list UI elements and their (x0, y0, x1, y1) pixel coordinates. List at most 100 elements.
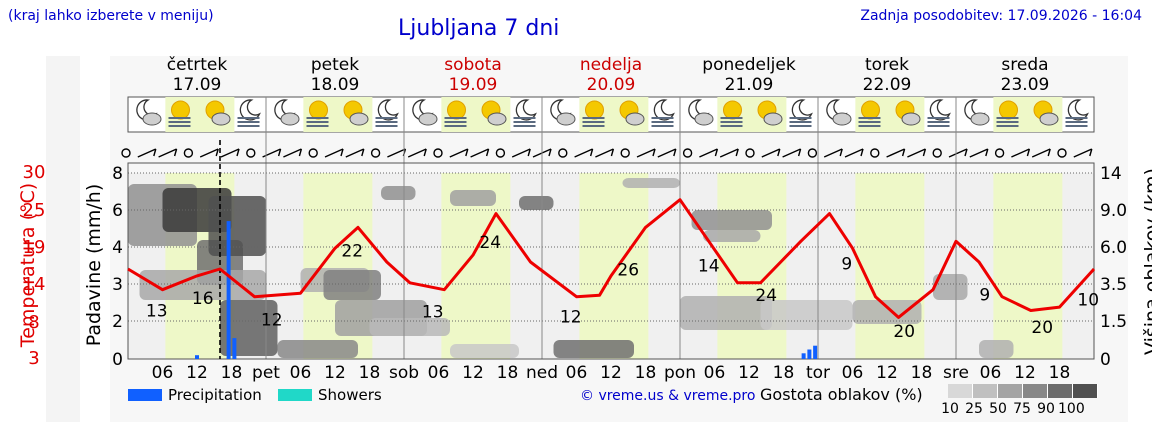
day-name: torek (865, 55, 909, 75)
wind-barb-icon (236, 148, 240, 157)
wind-barb-icon (907, 148, 926, 158)
temperature-label: 9 (841, 255, 852, 275)
density-swatch (1073, 384, 1098, 398)
daylight-band (993, 173, 1063, 359)
wind-barb-icon (215, 148, 219, 157)
density-label: 100 (1058, 401, 1085, 417)
cloud-patch (208, 196, 266, 256)
day-abbrev-tick: pet (252, 363, 280, 383)
wind-barb-icon (1073, 148, 1093, 158)
day-date: 20.09 (587, 75, 636, 95)
wind-barb-icon (657, 148, 677, 158)
cloud-icon (418, 112, 438, 126)
hour-tick: 12 (186, 363, 208, 383)
cloud-patch (979, 340, 1014, 358)
hour-tick: 18 (497, 363, 519, 383)
daylight-band (579, 173, 649, 359)
calm-icon (932, 148, 942, 158)
legend-precipitation: Precipitation (128, 386, 262, 404)
plot-frame (127, 162, 1095, 360)
density-label: 50 (989, 401, 1007, 417)
wind-barb-icon (1011, 148, 1030, 158)
weather-icon-strip (127, 96, 1095, 133)
cloud-tick: 14 (1100, 164, 1122, 184)
hour-tick: 18 (359, 363, 381, 383)
legend-precipitation-label: Precipitation (168, 386, 262, 404)
copyright-link[interactable]: © vreme.us & vreme.pro (580, 388, 756, 404)
hour-tick: 18 (911, 363, 933, 383)
temperature-label: 13 (146, 301, 168, 321)
wind-barb-icon (595, 148, 614, 158)
temperature-label: 24 (755, 286, 777, 306)
temperature-label: 14 (698, 256, 720, 276)
temperature-label: 16 (192, 289, 214, 309)
cloud-icon (556, 112, 576, 126)
day-date: 23.09 (1001, 75, 1050, 95)
precipitation-swatch (128, 389, 162, 401)
wind-barb-icon (589, 148, 594, 157)
hour-tick: 12 (462, 363, 484, 383)
wind-barb-icon (407, 148, 427, 158)
cloud-icon (694, 112, 714, 126)
hour-tick: 06 (566, 363, 588, 383)
calm-icon (994, 148, 1005, 158)
calm-icon (745, 148, 755, 158)
day-date: 19.09 (449, 75, 498, 95)
wind-barb-icon (948, 148, 968, 158)
wind-barb-icon (782, 148, 801, 158)
wind-barb-icon (860, 148, 864, 157)
wind-barb-icon (465, 148, 469, 157)
page-title: Ljubljana 7 dni (398, 16, 560, 41)
last-update: Zadnja posodobitev: 17.09.2026 - 16:04 (860, 8, 1142, 24)
wind-barb-icon (886, 148, 905, 158)
wind-barb-icon (777, 148, 781, 157)
temperature-label: 26 (617, 261, 639, 281)
wind-barb-icon (137, 148, 157, 158)
calm-icon (183, 148, 194, 158)
wind-barb-icon (761, 148, 781, 158)
cloud-icon (349, 112, 369, 126)
cloud-patch (933, 274, 968, 300)
temp-tick: 25 (22, 200, 46, 221)
wind-barb-icon (636, 148, 656, 158)
wind-barb-icon (1031, 148, 1051, 158)
density-swatch (1023, 384, 1048, 398)
precip-tick: 3 (112, 275, 123, 295)
sun-icon (861, 100, 880, 120)
day-abbrev-tick: tor (806, 363, 830, 383)
wind-barb-icon (922, 148, 927, 157)
temperature-label: 20 (893, 322, 915, 342)
sun-icon (447, 100, 466, 120)
plot-area: 0 2 3 4 6 8 0 1.5 3.5 6.0 9.0 14 06 12 18 06 12 18 pet 06 12… (112, 97, 1127, 383)
temperature-line (127, 198, 1096, 319)
precip-tick: 4 (112, 238, 123, 258)
hour-tick: 06 (428, 363, 450, 383)
wind-barb-icon (652, 148, 656, 157)
calm-icon (495, 148, 506, 158)
wind-barb-icon (574, 148, 593, 158)
hour-tick: 18 (221, 363, 243, 383)
wind-barb-icon (485, 148, 490, 157)
precipitation-bar (813, 345, 818, 359)
cloud-icon (211, 112, 231, 126)
sun-icon (723, 100, 742, 120)
wind-barb-icon (673, 148, 677, 157)
wind-barb-icon (714, 148, 719, 157)
sun-icon (309, 100, 328, 120)
cloud-patch (369, 318, 450, 336)
precipitation-bar (801, 353, 806, 359)
cloud-patch (381, 186, 416, 200)
wind-barb-icon (699, 148, 718, 158)
cloud-icon (901, 112, 921, 126)
cloud-icon (763, 112, 783, 126)
hour-tick: 18 (635, 363, 657, 383)
cloud-patch (760, 300, 853, 330)
temperature-label: 9 (979, 286, 990, 306)
precip-tick: 0 (112, 350, 123, 370)
wind-barb-icon (470, 148, 489, 158)
temp-tick: 3 (28, 348, 40, 369)
cloud-density-scale-labels: 10 25 50 75 90 100 (938, 401, 1085, 417)
wind-barb-icon (797, 148, 802, 157)
calm-icon (620, 148, 630, 158)
